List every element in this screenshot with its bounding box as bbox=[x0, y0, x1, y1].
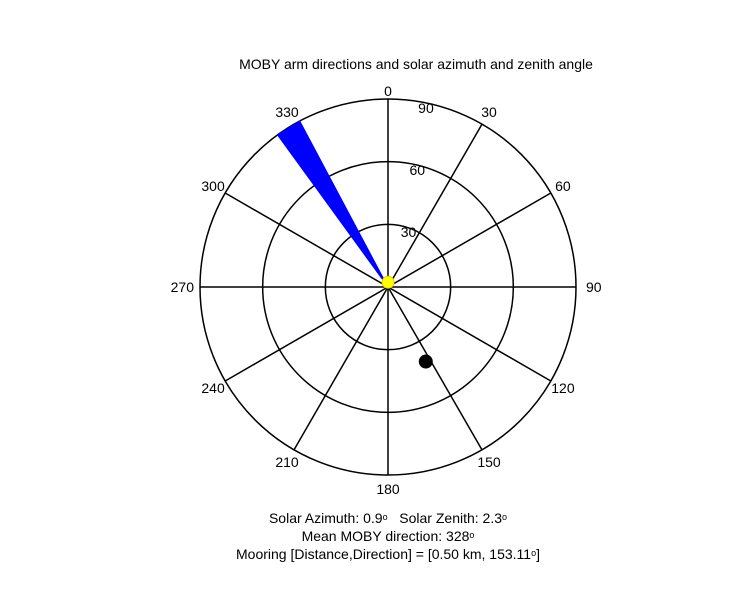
polar-labels: 0 30 60 90 120 150 180 210 240 270 300 330 30 60 90 bbox=[171, 83, 602, 497]
solar-info-line: Solar Azimuth: 0.9o Solar Zenith: 2.3o bbox=[0, 508, 750, 527]
angle-tick-label: 120 bbox=[551, 380, 575, 396]
mooring-marker bbox=[418, 354, 433, 369]
solar-zenith-text: Solar Zenith: 2.3 bbox=[399, 510, 503, 526]
degree-mark: o bbox=[531, 548, 537, 558]
angle-tick-label: 180 bbox=[376, 481, 400, 497]
angle-tick-label: 300 bbox=[201, 178, 225, 194]
radius-tick-label: 30 bbox=[401, 224, 417, 240]
mooring-line: Mooring [Distance,Direction] = [0.50 km,… bbox=[0, 544, 750, 563]
angle-tick-label: 270 bbox=[171, 279, 195, 295]
mooring-text-end: ] bbox=[536, 546, 540, 562]
angle-tick-label: 330 bbox=[275, 104, 299, 120]
degree-mark: o bbox=[469, 530, 475, 540]
radius-tick-label: 90 bbox=[418, 100, 434, 116]
mooring-text: Mooring [Distance,Direction] = [0.50 km,… bbox=[236, 546, 532, 562]
radius-tick-label: 60 bbox=[409, 162, 425, 178]
angle-tick-label: 150 bbox=[477, 454, 501, 470]
mean-direction-line: Mean MOBY direction: 328o bbox=[0, 526, 750, 545]
mean-direction-text: Mean MOBY direction: 328 bbox=[301, 528, 470, 544]
chart-title: MOBY arm directions and solar azimuth an… bbox=[239, 56, 593, 72]
moby-arm-wedge bbox=[276, 120, 389, 288]
angle-tick-label: 210 bbox=[275, 454, 299, 470]
polar-marks bbox=[276, 120, 433, 369]
solar-azimuth-text: Solar Azimuth: 0.9 bbox=[268, 510, 383, 526]
degree-mark: o bbox=[502, 512, 508, 522]
angle-tick-label: 240 bbox=[201, 380, 225, 396]
angle-tick-label: 30 bbox=[481, 104, 497, 120]
angle-tick-label: 60 bbox=[555, 178, 571, 194]
angle-tick-label: 90 bbox=[586, 279, 602, 295]
angle-tick-label: 0 bbox=[384, 83, 392, 99]
degree-mark: o bbox=[382, 512, 388, 522]
solar-position-marker bbox=[381, 275, 395, 289]
